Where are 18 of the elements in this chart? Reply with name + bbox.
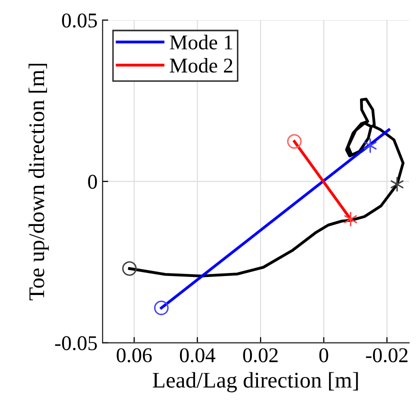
- x-tick-label: 0.06: [116, 348, 152, 362]
- point: [287, 134, 302, 149]
- point: [122, 261, 137, 276]
- y-axis-title: Toe up/down direction [m]: [28, 64, 49, 300]
- legend-label: Mode 1: [170, 34, 232, 50]
- point: [364, 138, 377, 153]
- x-tick-label: 0.04: [180, 348, 216, 362]
- y-tick-label: 0.05: [62, 13, 97, 28]
- y-tick-label: 0: [88, 174, 97, 189]
- x-tick-label: 0: [319, 348, 328, 362]
- y-tick-label: -0.05: [55, 336, 97, 350]
- point: [344, 212, 358, 226]
- x-tick-label: 0.02: [243, 348, 278, 362]
- legend-label: Mode 2: [170, 58, 232, 73]
- x-axis-title: Lead/Lag direction [m]: [152, 372, 358, 392]
- point: [154, 300, 169, 316]
- point: [390, 177, 404, 192]
- x-tick-label: -0.02: [366, 348, 408, 362]
